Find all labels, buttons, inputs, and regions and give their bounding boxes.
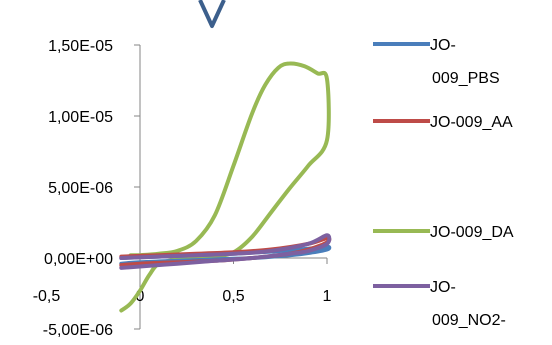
x-tick-label: 1 [323, 288, 332, 305]
series-line-jo-009-da [119, 61, 331, 313]
y-tick-label: 5,00E-06 [48, 180, 113, 197]
legend-label: 009_NO2- [432, 312, 506, 329]
legend-label: JO- [430, 37, 456, 54]
x-tick-label: -0,5 [33, 288, 61, 305]
x-tick-label: 0,5 [222, 288, 244, 305]
legend-label: 009_PBS [432, 70, 500, 87]
legend-label: JO-009_DA [430, 224, 514, 241]
y-tick-label: 1,50E-05 [48, 38, 113, 55]
y-tick-label: 1,00E-05 [48, 109, 113, 126]
series-line-jo-009-no2 [119, 233, 332, 270]
y-tick-label: -5,00E-06 [43, 322, 113, 339]
legend-label: JO- [430, 279, 456, 296]
top-arrow-shape [198, 0, 226, 28]
plot-area: 1,50E-05 1,00E-05 5,00E-06 0,00E+00 -5,00E-0… [33, 38, 332, 339]
y-tick-label: 0,00E+00 [44, 251, 113, 268]
legend: JO- 009_PBS JO-009_AA JO-009_DA JO- 009_NO2- [373, 37, 514, 329]
x-tick-label: 0 [136, 288, 145, 305]
legend-label: JO-009_AA [430, 114, 513, 131]
